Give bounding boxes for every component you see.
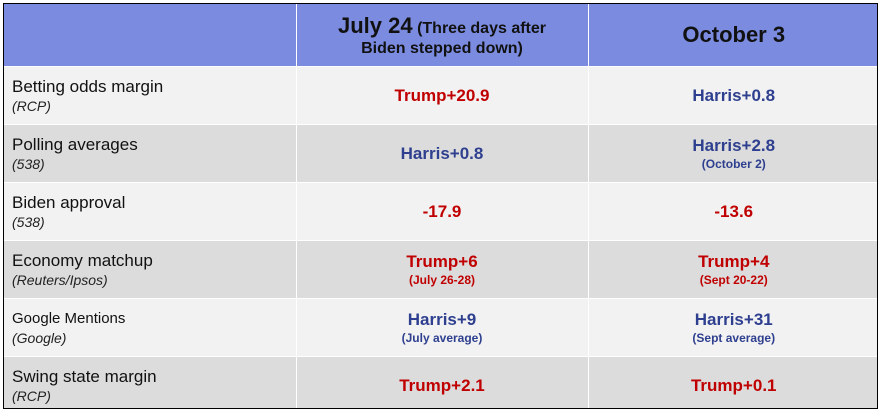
october-value: Harris+2.8: [692, 135, 776, 155]
row-source: (538): [12, 156, 45, 172]
october-value-note: (October 2): [701, 156, 766, 171]
row-label: Swing state margin: [12, 367, 157, 386]
table-row: Polling averages (538) Harris+0.8 Harris…: [4, 124, 877, 183]
october-value: -13.6: [714, 201, 754, 221]
july-value-cell: Trump+2.1: [295, 356, 588, 408]
october-value-cell: Trump+0.1: [587, 356, 877, 408]
july-value-cell: Trump+20.9: [295, 66, 588, 125]
october-value: Harris+31: [694, 309, 773, 329]
october-value-note: (Sept average): [692, 330, 776, 345]
july-value-note: (July 26-28): [408, 272, 476, 287]
row-label-cell: Betting odds margin (RCP): [4, 66, 296, 125]
row-label: Google Mentions: [12, 310, 126, 327]
july-value: Trump+2.1: [399, 375, 485, 395]
table-row: Economy matchup (Reuters/Ipsos) Trump+6 …: [4, 240, 877, 299]
october-value: Trump+4: [698, 251, 770, 271]
july-value: Trump+6: [406, 251, 478, 271]
header-blank-cell: [4, 4, 296, 67]
row-label: Economy matchup: [12, 251, 153, 270]
row-label: Polling averages: [12, 135, 138, 154]
header-july-note-line2: Biden stepped down): [361, 39, 523, 57]
july-value-cell: -17.9: [295, 182, 588, 241]
october-value-cell: Trump+4 (Sept 20-22): [587, 240, 877, 299]
row-label-cell: Polling averages (538): [4, 124, 296, 183]
table-row: Betting odds margin (RCP) Trump+20.9 Har…: [4, 66, 877, 125]
row-label-cell: Economy matchup (Reuters/Ipsos): [4, 240, 296, 299]
row-label: Biden approval: [12, 193, 126, 212]
header-october-date: October 3: [682, 22, 786, 47]
october-value: Trump+0.1: [690, 375, 777, 395]
row-source: (Google): [12, 330, 67, 346]
october-value-cell: Harris+0.8: [587, 66, 877, 125]
row-source: (538): [12, 214, 45, 230]
comparison-table-frame: July 24 (Three days after Biden stepped …: [3, 3, 878, 409]
row-source: (Reuters/Ipsos): [12, 272, 108, 288]
table-row: Google Mentions (Google) Harris+9 (July …: [4, 298, 877, 357]
july-value-cell: Trump+6 (July 26-28): [295, 240, 588, 299]
july-value: -17.9: [422, 201, 462, 221]
july-value-cell: Harris+9 (July average): [295, 298, 588, 357]
row-source: (RCP): [12, 388, 51, 404]
october-value-cell: Harris+2.8 (October 2): [587, 124, 877, 183]
header-october-3: October 3: [587, 4, 877, 67]
july-value: Harris+0.8: [400, 143, 484, 163]
row-source: (RCP): [12, 98, 51, 114]
comparison-table: July 24 (Three days after Biden stepped …: [4, 4, 877, 408]
july-value-note: (July average): [401, 330, 483, 345]
october-value-cell: -13.6: [587, 182, 877, 241]
header-july-24: July 24 (Three days after Biden stepped …: [295, 4, 588, 67]
header-row: July 24 (Three days after Biden stepped …: [4, 4, 877, 67]
row-label-cell: Swing state margin (RCP): [4, 356, 296, 408]
july-value-cell: Harris+0.8: [295, 124, 588, 183]
october-value-cell: Harris+31 (Sept average): [587, 298, 877, 357]
header-july-note-line1: (Three days after: [417, 19, 546, 37]
table-row: Swing state margin (RCP) Trump+2.1 Trump…: [4, 356, 877, 408]
row-label-cell: Biden approval (538): [4, 182, 296, 241]
july-value: Harris+9: [407, 309, 477, 329]
row-label-cell: Google Mentions (Google): [4, 298, 296, 357]
header-july-date: July 24: [338, 12, 413, 38]
july-value: Trump+20.9: [394, 85, 490, 105]
october-value: Harris+0.8: [692, 85, 776, 105]
row-label: Betting odds margin: [12, 77, 164, 96]
table-row: Biden approval (538) -17.9 -13.6: [4, 182, 877, 241]
october-value-note: (Sept 20-22): [699, 272, 768, 287]
